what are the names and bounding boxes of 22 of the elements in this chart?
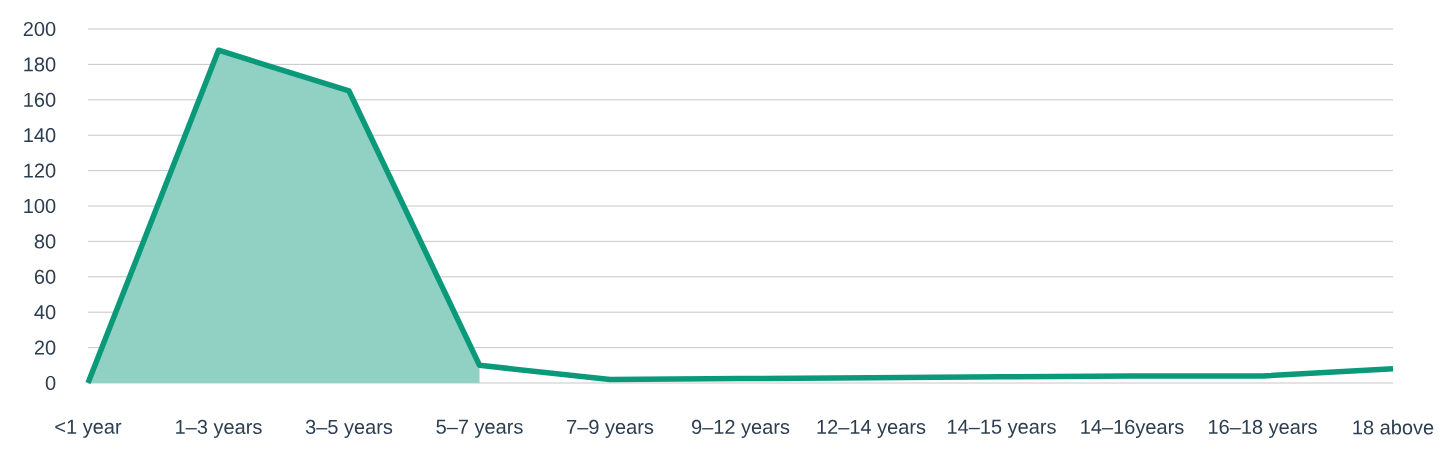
y-tick-label: 160 (24, 92, 56, 107)
x-tick-label: 1–3 years (176, 419, 262, 438)
x-tick-label: <1 year (55, 419, 122, 438)
x-tick-label: 14–16years (1081, 419, 1184, 438)
y-tick-label: 120 (24, 163, 56, 178)
y-tick-label: 200 (23, 21, 56, 37)
y-tick-label: 60 (34, 269, 56, 284)
x-tick-label: 18 above (1353, 419, 1434, 435)
y-tick-label: 0 (45, 375, 56, 391)
y-tick-label: 80 (34, 234, 56, 249)
x-tick-label: 7–9 years (567, 419, 654, 438)
x-tick-label: 5–7 years (436, 419, 523, 438)
y-tick-label: 100 (24, 198, 56, 214)
x-tick-label: 3–5 years (305, 419, 393, 438)
y-tick-label: 140 (24, 128, 56, 143)
y-tick-label: 40 (34, 305, 56, 320)
x-tick-label: 16–18 years (1209, 419, 1317, 438)
x-tick-label: 12–14 years (817, 419, 926, 438)
x-tick-label: 14–15 years (948, 419, 1056, 438)
y-tick-label: 20 (34, 340, 56, 355)
x-tick-label: 9–12 years (691, 419, 790, 438)
y-tick-label: 180 (24, 57, 56, 72)
